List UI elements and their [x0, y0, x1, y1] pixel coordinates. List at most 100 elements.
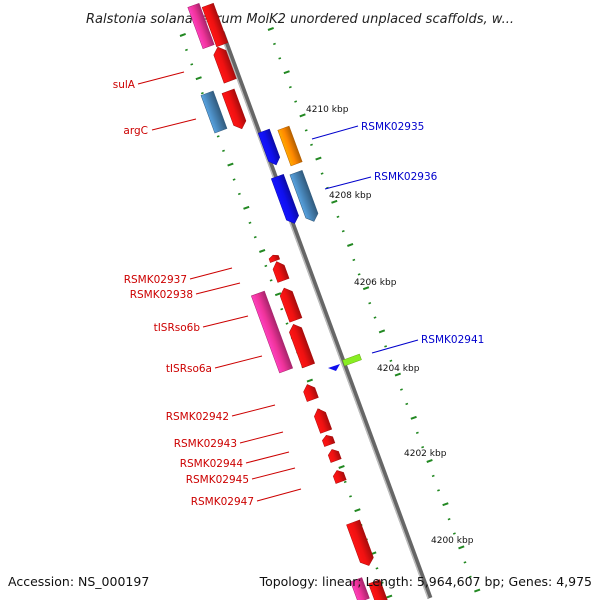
tick-mark [368, 301, 372, 305]
tick-mark [354, 508, 361, 513]
gene-label-rsmk02936[interactable]: RSMK02936 [374, 171, 438, 183]
tick-mark [373, 316, 377, 319]
tick-mark [474, 588, 481, 593]
gene-feature-bottom-pink[interactable] [350, 577, 370, 600]
gene-feature-top-red[interactable] [201, 2, 229, 48]
gene-feature-rsmk02937[interactable] [268, 253, 281, 263]
scale-label-4210: 4210 kbp [306, 105, 349, 115]
tick-mark [243, 205, 250, 210]
tick-mark [343, 480, 347, 484]
tick-mark [278, 57, 282, 60]
tick-mark [185, 48, 188, 52]
tick-mark [200, 91, 204, 95]
tick-mark [227, 162, 234, 167]
tick-mark [294, 100, 298, 103]
tick-mark [306, 378, 313, 383]
tick-mark [253, 235, 257, 239]
gene-label-tisrso6b[interactable]: tISRso6b [154, 322, 201, 334]
tick-mark [431, 474, 435, 478]
tick-mark [410, 415, 417, 420]
gene-label-rsmk02943[interactable]: RSMK02943 [174, 438, 237, 450]
tick-mark [267, 27, 274, 31]
scale-labels: 4210 kbp 4208 kbp 4206 kbp 4204 kbp 4202… [306, 105, 474, 546]
tick-mark [269, 279, 273, 282]
gene-feature-tisrso6b-red[interactable] [278, 286, 303, 323]
tick-mark [259, 249, 266, 253]
tick-mark [405, 402, 409, 406]
tick-mark [285, 322, 289, 325]
tick-mark [216, 135, 220, 138]
tick-mark [442, 502, 449, 507]
scale-label-4200: 4200 kbp [431, 536, 474, 546]
tick-mark [378, 329, 386, 334]
tick-mark [357, 273, 361, 276]
gene-label-rsmk02944[interactable]: RSMK02944 [180, 458, 244, 470]
gene-feature-rsmk02947[interactable] [332, 468, 347, 484]
tick-mark [380, 581, 384, 584]
tick-mark [280, 307, 284, 311]
tick-mark [394, 372, 401, 377]
gene-feature-rsmk02942[interactable] [302, 382, 319, 402]
left-gene-labels: sulA argC RSMK02937 RSMK02938 tISRso6b t… [113, 71, 302, 508]
tick-mark [341, 229, 345, 233]
scale-label-4206: 4206 kbp [354, 278, 397, 288]
gene-feature-rsmk02945[interactable] [327, 447, 342, 463]
tick-mark [248, 221, 252, 224]
scale-label-4204: 4204 kbp [377, 364, 420, 374]
gene-feature-rsmk02935[interactable] [277, 125, 303, 167]
gene-feature-rsmk02936-b[interactable] [289, 170, 320, 223]
topology-summary-text: Topology: linear; Length: 5,964,607 bp; … [259, 574, 592, 589]
gene-feature-rsmk02935-blue[interactable] [257, 128, 282, 167]
gene-feature-bottom-red[interactable] [346, 519, 375, 568]
gene-feature-sula[interactable] [212, 45, 237, 84]
tick-mark [468, 575, 472, 578]
gene-label-rsmk02945[interactable]: RSMK02945 [186, 474, 249, 486]
gene-feature-tisrso6b[interactable] [250, 290, 294, 374]
gene-feature-argc[interactable] [221, 88, 248, 131]
tick-mark [179, 33, 186, 37]
gene-feature-rsmk02941-arrow[interactable] [328, 364, 340, 371]
tick-mark [336, 215, 340, 218]
gene-label-rsmk02937[interactable]: RSMK02937 [124, 274, 187, 286]
tick-mark [331, 199, 338, 204]
tick-mark [347, 243, 354, 247]
tick-mark [437, 489, 440, 492]
tick-mark [320, 172, 324, 175]
tick-mark [315, 156, 322, 161]
gene-feature-rsmk02943[interactable] [312, 407, 333, 434]
tick-mark [274, 292, 282, 297]
tick-mark [362, 286, 370, 291]
tick-mark [349, 495, 352, 498]
tick-mark [421, 445, 425, 449]
gene-label-argc[interactable]: argC [123, 125, 148, 137]
tick-mark [447, 517, 451, 521]
tick-mark [415, 431, 419, 434]
gene-feature-argc-blue[interactable] [200, 90, 228, 134]
gene-features [187, 2, 388, 600]
gene-feature-tisrso6a[interactable] [287, 322, 316, 369]
right-tick-track [267, 27, 481, 593]
tick-mark [400, 388, 403, 391]
gene-feature-rsmk02936[interactable] [270, 173, 300, 225]
scale-label-4208: 4208 kbp [329, 191, 372, 201]
gene-label-rsmk02942[interactable]: RSMK02942 [166, 411, 229, 423]
gene-label-sula[interactable]: sulA [113, 79, 136, 91]
gene-feature-rsmk02941[interactable] [342, 353, 362, 367]
tick-mark [426, 459, 433, 463]
gene-label-rsmk02935[interactable]: RSMK02935 [361, 121, 424, 133]
gene-feature-top-pink[interactable] [187, 2, 215, 50]
tick-mark [283, 70, 290, 75]
gene-label-tisrso6a[interactable]: tISRso6a [166, 363, 212, 375]
gene-feature-bottom-red-2[interactable] [368, 579, 388, 600]
gene-feature-rsmk02938[interactable] [271, 260, 290, 283]
gene-label-rsmk02938[interactable]: RSMK02938 [130, 289, 193, 301]
backbone-highlight [219, 31, 429, 599]
tick-mark [338, 465, 345, 469]
gene-label-rsmk02941[interactable]: RSMK02941 [421, 334, 484, 346]
gene-label-rsmk02947[interactable]: RSMK02947 [191, 496, 254, 508]
tick-mark [386, 594, 393, 599]
tick-mark [273, 42, 276, 46]
tick-mark [288, 85, 292, 89]
gene-feature-rsmk02944[interactable] [321, 433, 336, 447]
